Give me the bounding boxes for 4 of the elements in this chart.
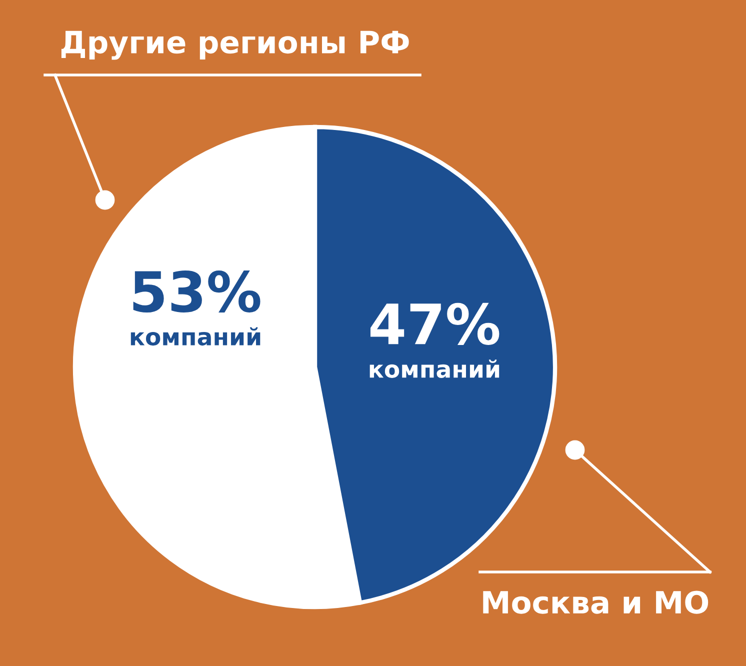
- slice-label: Другие регионы РФ: [61, 30, 409, 60]
- data-label: 47% компаний: [370, 302, 500, 378]
- data-label: 53% компаний: [130, 270, 260, 346]
- slice-label: Москва и МО: [483, 590, 708, 614]
